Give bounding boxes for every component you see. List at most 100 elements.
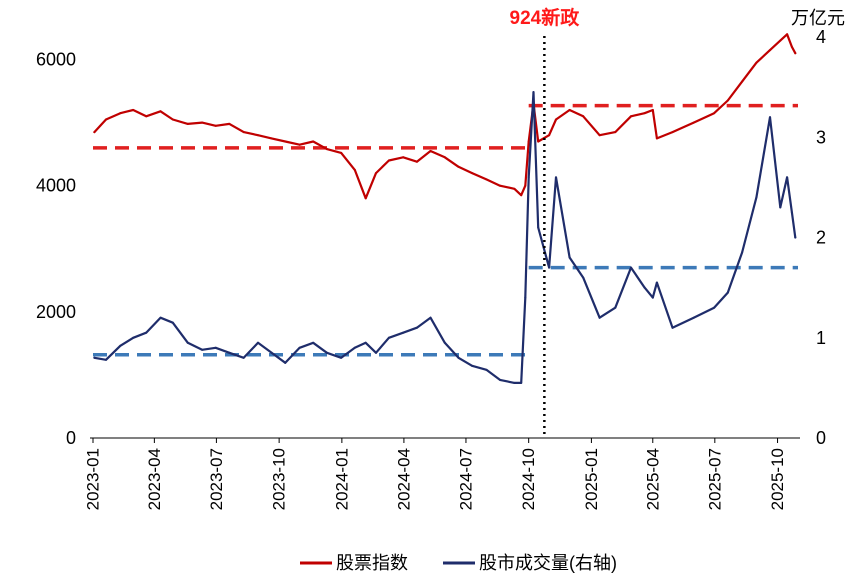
data-point — [374, 351, 377, 354]
data-point — [485, 368, 488, 371]
x-tick-label: 2025-04 — [643, 448, 662, 510]
data-point — [554, 176, 557, 179]
data-point — [651, 296, 654, 299]
data-point — [429, 150, 432, 152]
data-point — [524, 184, 527, 187]
event-label: 924新政 — [510, 6, 581, 29]
data-point — [186, 122, 189, 125]
data-point — [548, 266, 551, 269]
y-tick-label: 6000 — [36, 50, 76, 70]
y2-tick-label: 1 — [816, 328, 826, 348]
data-point — [537, 226, 540, 229]
data-point — [374, 172, 377, 175]
data-point — [340, 151, 343, 154]
data-point — [582, 276, 585, 279]
data-point — [242, 356, 245, 359]
y-axis-right: 万亿元 0 1 2 3 4 — [791, 8, 845, 448]
x-axis: 2023-01 2023-04 2023-07 2023-10 2024-01 2024-… — [84, 437, 800, 510]
data-point — [387, 159, 390, 162]
x-tick-label: 2025-10 — [768, 448, 787, 510]
data-point — [201, 121, 204, 124]
data-point — [524, 296, 527, 299]
data-point — [387, 336, 390, 339]
x-tick-label: 2023-01 — [84, 448, 103, 510]
data-point — [201, 348, 204, 351]
legend: 股票指数 股市成交量(右轴) — [300, 553, 617, 573]
data-point — [568, 256, 571, 259]
data-point — [270, 137, 273, 140]
data-point — [145, 115, 148, 118]
x-tick-label: 2025-07 — [705, 448, 724, 510]
y-tick-label: 0 — [66, 428, 76, 448]
data-point — [513, 187, 516, 190]
x-tick-label: 2025-01 — [582, 448, 601, 510]
data-point — [769, 116, 772, 119]
data-point — [692, 316, 695, 319]
data-point — [790, 45, 793, 48]
data-point — [132, 109, 135, 111]
y2-tick-label: 4 — [816, 27, 826, 47]
data-point — [568, 109, 571, 111]
data-point — [499, 184, 502, 187]
data-point — [145, 331, 148, 334]
data-point — [655, 137, 658, 140]
series-layer — [93, 33, 797, 384]
data-point — [614, 131, 617, 134]
data-point — [643, 112, 646, 115]
data-point — [443, 341, 446, 344]
data-point — [629, 115, 632, 118]
data-point — [741, 251, 744, 254]
data-point — [598, 134, 601, 137]
data-point — [104, 118, 107, 121]
data-point — [415, 160, 418, 163]
data-point — [713, 112, 716, 115]
data-point — [457, 165, 460, 168]
data-point — [520, 194, 523, 197]
data-point — [643, 286, 646, 289]
data-point — [284, 361, 287, 364]
data-point — [726, 291, 729, 294]
data-point — [325, 148, 328, 151]
data-point — [726, 99, 729, 102]
data-point — [353, 168, 356, 171]
y-axis-left: 0 2000 4000 6000 — [36, 50, 76, 448]
y2-tick-label: 0 — [816, 428, 826, 448]
data-point — [786, 33, 789, 36]
data-point — [312, 341, 315, 344]
data-point — [132, 336, 135, 339]
data-point — [790, 211, 793, 214]
legend-label: 股市成交量(右轴) — [479, 553, 617, 573]
data-point — [429, 316, 432, 319]
x-tick-label: 2024-01 — [332, 448, 351, 510]
data-point — [93, 356, 96, 359]
data-point — [171, 118, 174, 121]
data-point — [629, 266, 632, 269]
data-point — [402, 156, 405, 159]
data-point — [242, 131, 245, 134]
data-point — [471, 364, 474, 367]
y2-axis-label: 万亿元 — [791, 8, 845, 28]
data-point — [671, 326, 674, 329]
data-point — [513, 381, 516, 384]
data-point — [779, 39, 782, 42]
data-point — [499, 378, 502, 381]
data-point — [119, 344, 122, 347]
data-point — [298, 346, 301, 349]
data-point — [415, 326, 418, 329]
data-point — [159, 110, 162, 113]
data-point — [532, 91, 535, 94]
data-point — [655, 281, 658, 284]
data-point — [485, 178, 488, 181]
y-tick-label: 4000 — [36, 176, 76, 196]
data-point — [582, 115, 585, 118]
data-point — [171, 321, 174, 324]
data-point — [228, 122, 231, 125]
data-point — [692, 121, 695, 124]
data-point — [794, 236, 797, 239]
data-point — [257, 341, 259, 344]
data-point — [457, 356, 460, 359]
data-point — [527, 176, 530, 179]
data-point — [270, 351, 273, 354]
data-point — [548, 134, 551, 137]
